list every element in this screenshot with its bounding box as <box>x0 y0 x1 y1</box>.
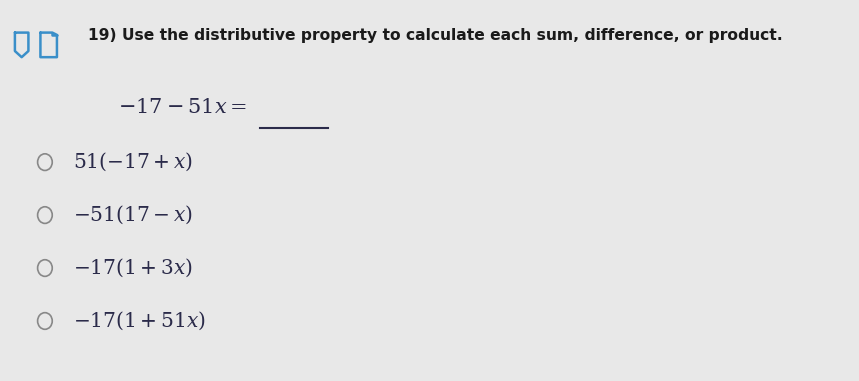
Text: 19) Use the distributive property to calculate each sum, difference, or product.: 19) Use the distributive property to cal… <box>88 28 783 43</box>
Text: $-51(17-x)$: $-51(17-x)$ <box>73 204 192 226</box>
Text: $-17-51x=$: $-17-51x=$ <box>118 97 247 117</box>
Text: $-17(1+51x)$: $-17(1+51x)$ <box>73 310 205 332</box>
Text: $51(-17+x)$: $51(-17+x)$ <box>73 151 192 173</box>
Text: $-17(1+3x)$: $-17(1+3x)$ <box>73 257 192 279</box>
